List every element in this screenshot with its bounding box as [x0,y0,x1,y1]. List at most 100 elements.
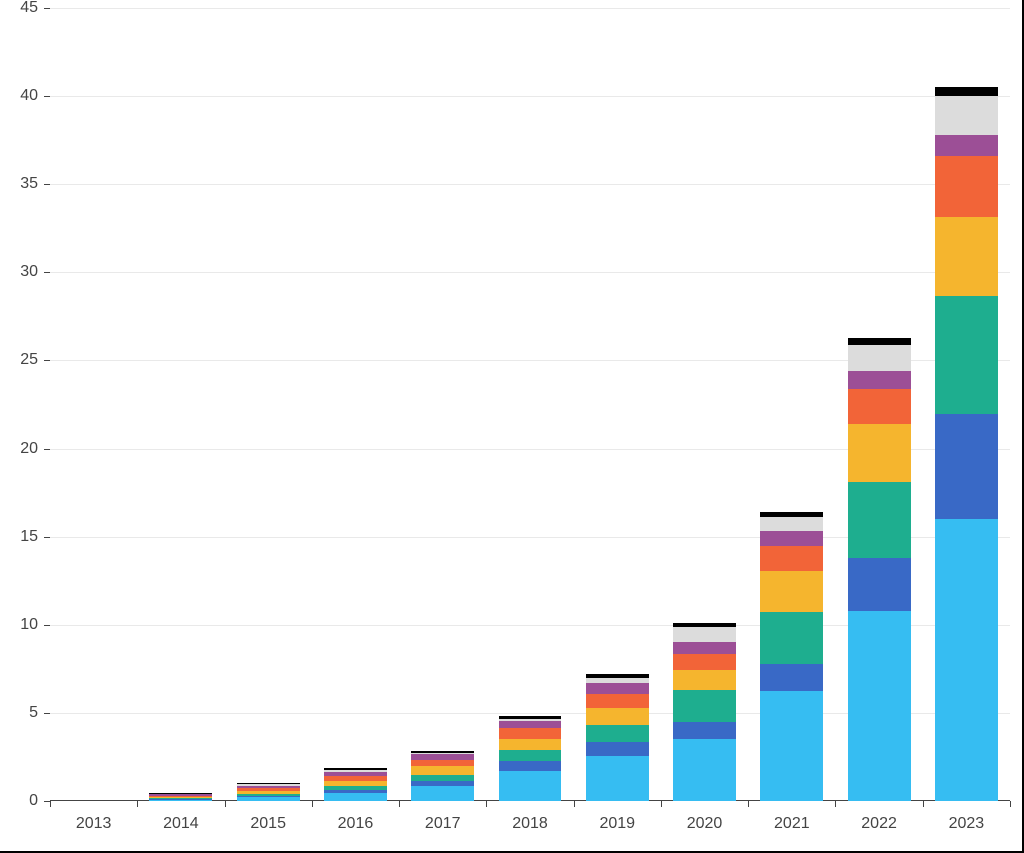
gridline [50,96,1010,97]
bar-segment-series3 [760,612,823,664]
bar-segment-series5 [760,546,823,572]
bar-segment-series4 [411,766,474,775]
x-tick-mark [661,801,662,807]
bar-2015 [237,783,300,801]
y-tick-mark [44,272,50,273]
bar-segment-series6 [499,721,562,728]
y-tick-label: 25 [20,351,38,369]
x-tick-mark [137,801,138,807]
bar-segment-series1 [499,771,562,801]
bar-segment-series5 [673,654,736,670]
bar-segment-series2 [935,414,998,519]
bar-segment-series8 [848,338,911,345]
x-tick-label: 2022 [861,815,897,833]
y-tick-label: 30 [20,263,38,281]
bar-segment-series4 [499,739,562,750]
y-tick-mark [44,96,50,97]
bar-segment-series3 [935,296,998,414]
bar-segment-series4 [673,670,736,690]
y-tick-label: 45 [20,0,38,17]
x-tick-label: 2015 [250,815,286,833]
bar-2014 [149,793,212,801]
plot-area: 0510152025303540452013201420152016201720… [50,8,1010,801]
bar-segment-series1 [673,739,736,801]
y-tick-label: 10 [20,616,38,634]
bar-segment-series5 [499,728,562,739]
x-tick-label: 2023 [949,815,985,833]
bar-segment-series3 [848,482,911,558]
x-tick-label: 2016 [338,815,374,833]
bar-segment-series2 [760,664,823,691]
y-tick-mark [44,713,50,714]
bar-2021 [760,512,823,801]
x-tick-mark [923,801,924,807]
x-tick-mark [50,801,51,807]
bar-segment-series4 [848,424,911,482]
bar-segment-series7 [935,96,998,135]
bar-segment-series2 [673,722,736,740]
bar-segment-series3 [586,725,649,742]
y-tick-label: 20 [20,440,38,458]
gridline [50,184,1010,185]
y-tick-mark [44,537,50,538]
bar-segment-series6 [848,371,911,389]
y-tick-mark [44,625,50,626]
gridline [50,272,1010,273]
bar-segment-series2 [848,558,911,611]
bar-segment-series1 [324,793,387,801]
x-tick-mark [225,801,226,807]
bar-segment-series4 [760,571,823,612]
bar-segment-series1 [760,691,823,801]
bar-2017 [411,751,474,801]
bar-segment-series2 [499,761,562,771]
bar-segment-series3 [673,690,736,722]
bar-2023 [935,87,998,801]
bar-2016 [324,768,387,801]
x-tick-label: 2013 [76,815,112,833]
y-tick-mark [44,360,50,361]
x-tick-label: 2014 [163,815,199,833]
bar-segment-series1 [848,611,911,801]
y-tick-label: 0 [29,792,38,810]
y-tick-label: 35 [20,175,38,193]
bar-segment-series1 [411,786,474,801]
bar-segment-series2 [586,742,649,756]
bar-segment-series6 [935,135,998,156]
bar-segment-series5 [848,389,911,424]
bar-segment-series1 [586,756,649,801]
bar-segment-series6 [673,642,736,654]
bar-segment-series1 [149,800,212,801]
bar-2020 [673,623,736,801]
y-tick-label: 15 [20,528,38,546]
bar-segment-series6 [586,683,649,694]
x-tick-label: 2020 [687,815,723,833]
bar-segment-series5 [586,694,649,708]
gridline [50,8,1010,9]
x-tick-mark [399,801,400,807]
y-tick-mark [44,184,50,185]
bar-segment-series4 [935,217,998,296]
bar-segment-series1 [935,519,998,801]
bar-segment-series8 [935,87,998,96]
x-tick-mark [1010,801,1011,807]
bar-2022 [848,338,911,801]
bar-2018 [499,716,562,801]
bar-2019 [586,674,649,801]
x-tick-mark [486,801,487,807]
x-tick-mark [748,801,749,807]
x-tick-label: 2017 [425,815,461,833]
x-tick-label: 2021 [774,815,810,833]
bar-segment-series3 [499,750,562,761]
x-tick-label: 2019 [599,815,635,833]
bar-segment-series5 [935,156,998,217]
chart-container: 0510152025303540452013201420152016201720… [50,8,1010,801]
y-tick-mark [44,8,50,9]
y-tick-label: 40 [20,87,38,105]
bar-segment-series1 [237,797,300,801]
x-tick-label: 2018 [512,815,548,833]
bar-segment-series4 [586,708,649,726]
y-tick-mark [44,449,50,450]
bar-segment-series6 [760,531,823,545]
bar-segment-series7 [848,345,911,371]
bar-segment-series7 [760,517,823,531]
